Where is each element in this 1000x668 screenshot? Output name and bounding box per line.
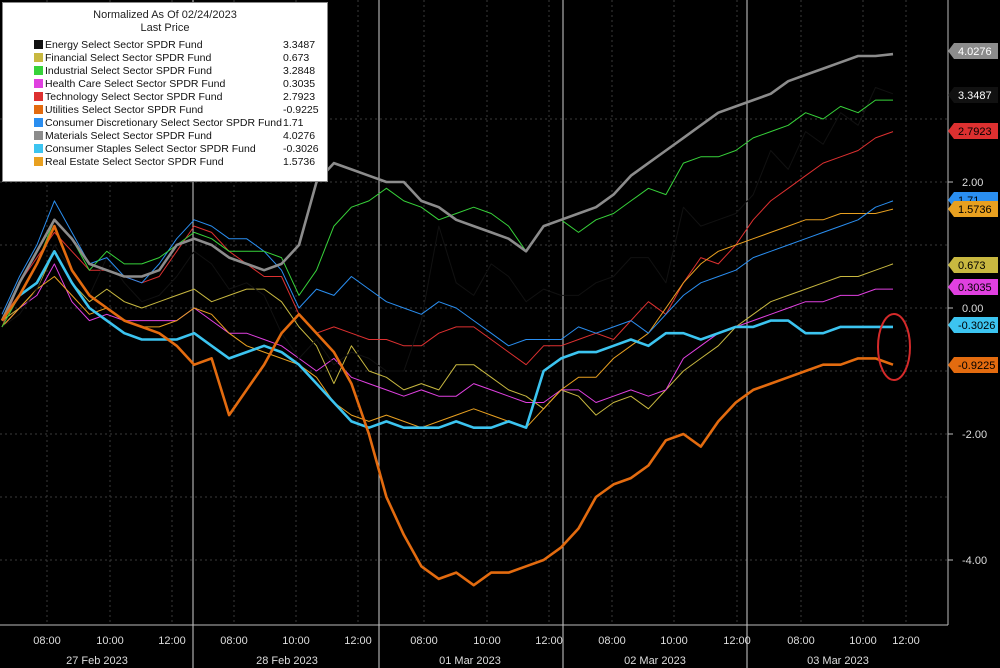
x-tick-label: 08:00 [598, 635, 626, 647]
legend-swatch [34, 40, 43, 49]
legend-swatch [34, 118, 43, 127]
legend-item-name: Industrial Select Sector SPDR Fund [45, 64, 212, 77]
legend-item-value: 4.0276 [283, 129, 316, 142]
series-badge: 0.673 [948, 257, 998, 273]
x-tick-label: 10:00 [96, 635, 124, 647]
x-tick-label: 10:00 [660, 635, 688, 647]
y-tick-label: 0.00 [962, 303, 983, 315]
legend-item-name: Materials Select Sector SPDR Fund [45, 129, 212, 142]
series-badge-label: 1.5736 [958, 204, 992, 216]
legend-item: Real Estate Select Sector SPDR Fund 1.573… [3, 155, 327, 168]
series-line-7 [0, 52, 894, 322]
legend-item: Financial Select Sector SPDR Fund 0.673 [3, 51, 327, 64]
legend-item-value: 3.3487 [283, 38, 316, 51]
legend-item-value: 1.5736 [283, 155, 316, 168]
legend-item: Utilities Select Sector SPDR Fund -0.9225 [3, 103, 327, 116]
legend-item: Consumer Staples Select Sector SPDR Fund… [3, 142, 327, 155]
series-badge-label: 4.0276 [958, 46, 992, 58]
series-badge: -0.3026 [948, 317, 998, 333]
legend-item-value: -0.3026 [283, 142, 319, 155]
legend-item-value: -0.9225 [283, 103, 319, 116]
legend-item-name: Consumer Discretionary Select Sector SPD… [45, 116, 282, 129]
series-line-0 [1, 87, 894, 372]
legend-swatch [34, 105, 43, 114]
legend-item: Materials Select Sector SPDR Fund 4.0276 [3, 129, 327, 142]
y-tick-label: -2.00 [962, 429, 987, 441]
legend-item-name: Utilities Select Sector SPDR Fund [45, 103, 204, 116]
series-badge-label: 2.7923 [958, 126, 992, 138]
legend-item: Energy Select Sector SPDR Fund 3.3487 [3, 38, 327, 51]
legend-item: Industrial Select Sector SPDR Fund 3.2848 [3, 64, 327, 77]
series-badge: 4.0276 [948, 43, 998, 59]
series-badge-label: 0.3035 [958, 282, 992, 294]
x-tick-label: 08:00 [787, 635, 815, 647]
series-badge-label: -0.3026 [958, 320, 995, 332]
series-badge-label: 3.3487 [958, 90, 992, 102]
legend-item-name: Consumer Staples Select Sector SPDR Fund [45, 142, 256, 155]
legend-swatch [34, 53, 43, 62]
legend-item-value: 2.7923 [283, 90, 316, 103]
x-day-label: 02 Mar 2023 [624, 655, 686, 667]
x-tick-label: 08:00 [410, 635, 438, 647]
legend-swatch [34, 157, 43, 166]
series-lines [0, 52, 894, 587]
legend-item: Consumer Discretionary Select Sector SPD… [3, 116, 327, 129]
legend-item-name: Technology Select Sector SPDR Fund [45, 90, 223, 103]
x-day-label: 03 Mar 2023 [807, 655, 869, 667]
series-badge: -0.9225 [948, 357, 998, 373]
chart-legend: Normalized As Of 02/24/2023 Last Price E… [2, 2, 328, 182]
x-tick-label: 10:00 [282, 635, 310, 647]
series-line-2 [1, 99, 893, 328]
legend-item: Technology Select Sector SPDR Fund 2.7923 [3, 90, 327, 103]
legend-swatch [34, 79, 43, 88]
legend-item-name: Real Estate Select Sector SPDR Fund [45, 155, 224, 168]
legend-swatch [34, 92, 43, 101]
x-day-label: 28 Feb 2023 [256, 655, 318, 667]
legend-swatch [34, 66, 43, 75]
x-tick-label: 12:00 [535, 635, 563, 647]
legend-item-name: Financial Select Sector SPDR Fund [45, 51, 212, 64]
x-tick-label: 12:00 [723, 635, 751, 647]
y-tick-label: 2.00 [962, 177, 983, 189]
x-day-label: 01 Mar 2023 [439, 655, 501, 667]
x-tick-label: 12:00 [892, 635, 920, 647]
legend-item-value: 3.2848 [283, 64, 316, 77]
x-tick-label: 08:00 [220, 635, 248, 647]
series-badge: 1.5736 [948, 201, 998, 217]
x-tick-label: 12:00 [158, 635, 186, 647]
legend-item-value: 0.3035 [283, 77, 316, 90]
legend-subtitle: Last Price [140, 22, 190, 34]
series-line-5 [0, 224, 894, 587]
series-badge-label: -0.9225 [958, 360, 995, 372]
x-tick-label: 10:00 [473, 635, 501, 647]
highlight-circle [877, 313, 911, 381]
legend-swatch [34, 131, 43, 140]
legend-item-value: 0.673 [283, 51, 310, 64]
legend-swatch [34, 144, 43, 153]
x-tick-label: 12:00 [344, 635, 372, 647]
series-badge-label: 0.673 [958, 260, 986, 272]
series-line-1 [1, 250, 894, 416]
x-day-label: 27 Feb 2023 [66, 655, 128, 667]
x-tick-label: 08:00 [33, 635, 61, 647]
series-badge: 3.3487 [948, 87, 998, 103]
grid [0, 0, 948, 625]
x-tick-label: 10:00 [849, 635, 877, 647]
y-tick-label: -4.00 [962, 555, 987, 567]
series-line-3 [1, 263, 893, 403]
series-line-8 [0, 250, 893, 430]
legend-title: Normalized As Of 02/24/2023 [93, 9, 237, 21]
series-line-4 [1, 131, 894, 366]
legend-item: Health Care Select Sector SPDR Fund 0.303… [3, 77, 327, 90]
legend-item-value: 1.71 [283, 116, 304, 129]
series-badge: 2.7923 [948, 123, 998, 139]
series-badge: 0.3035 [948, 279, 998, 295]
legend-item-name: Health Care Select Sector SPDR Fund [45, 77, 226, 90]
series-line-9 [1, 208, 894, 429]
legend-item-name: Energy Select Sector SPDR Fund [45, 38, 203, 51]
